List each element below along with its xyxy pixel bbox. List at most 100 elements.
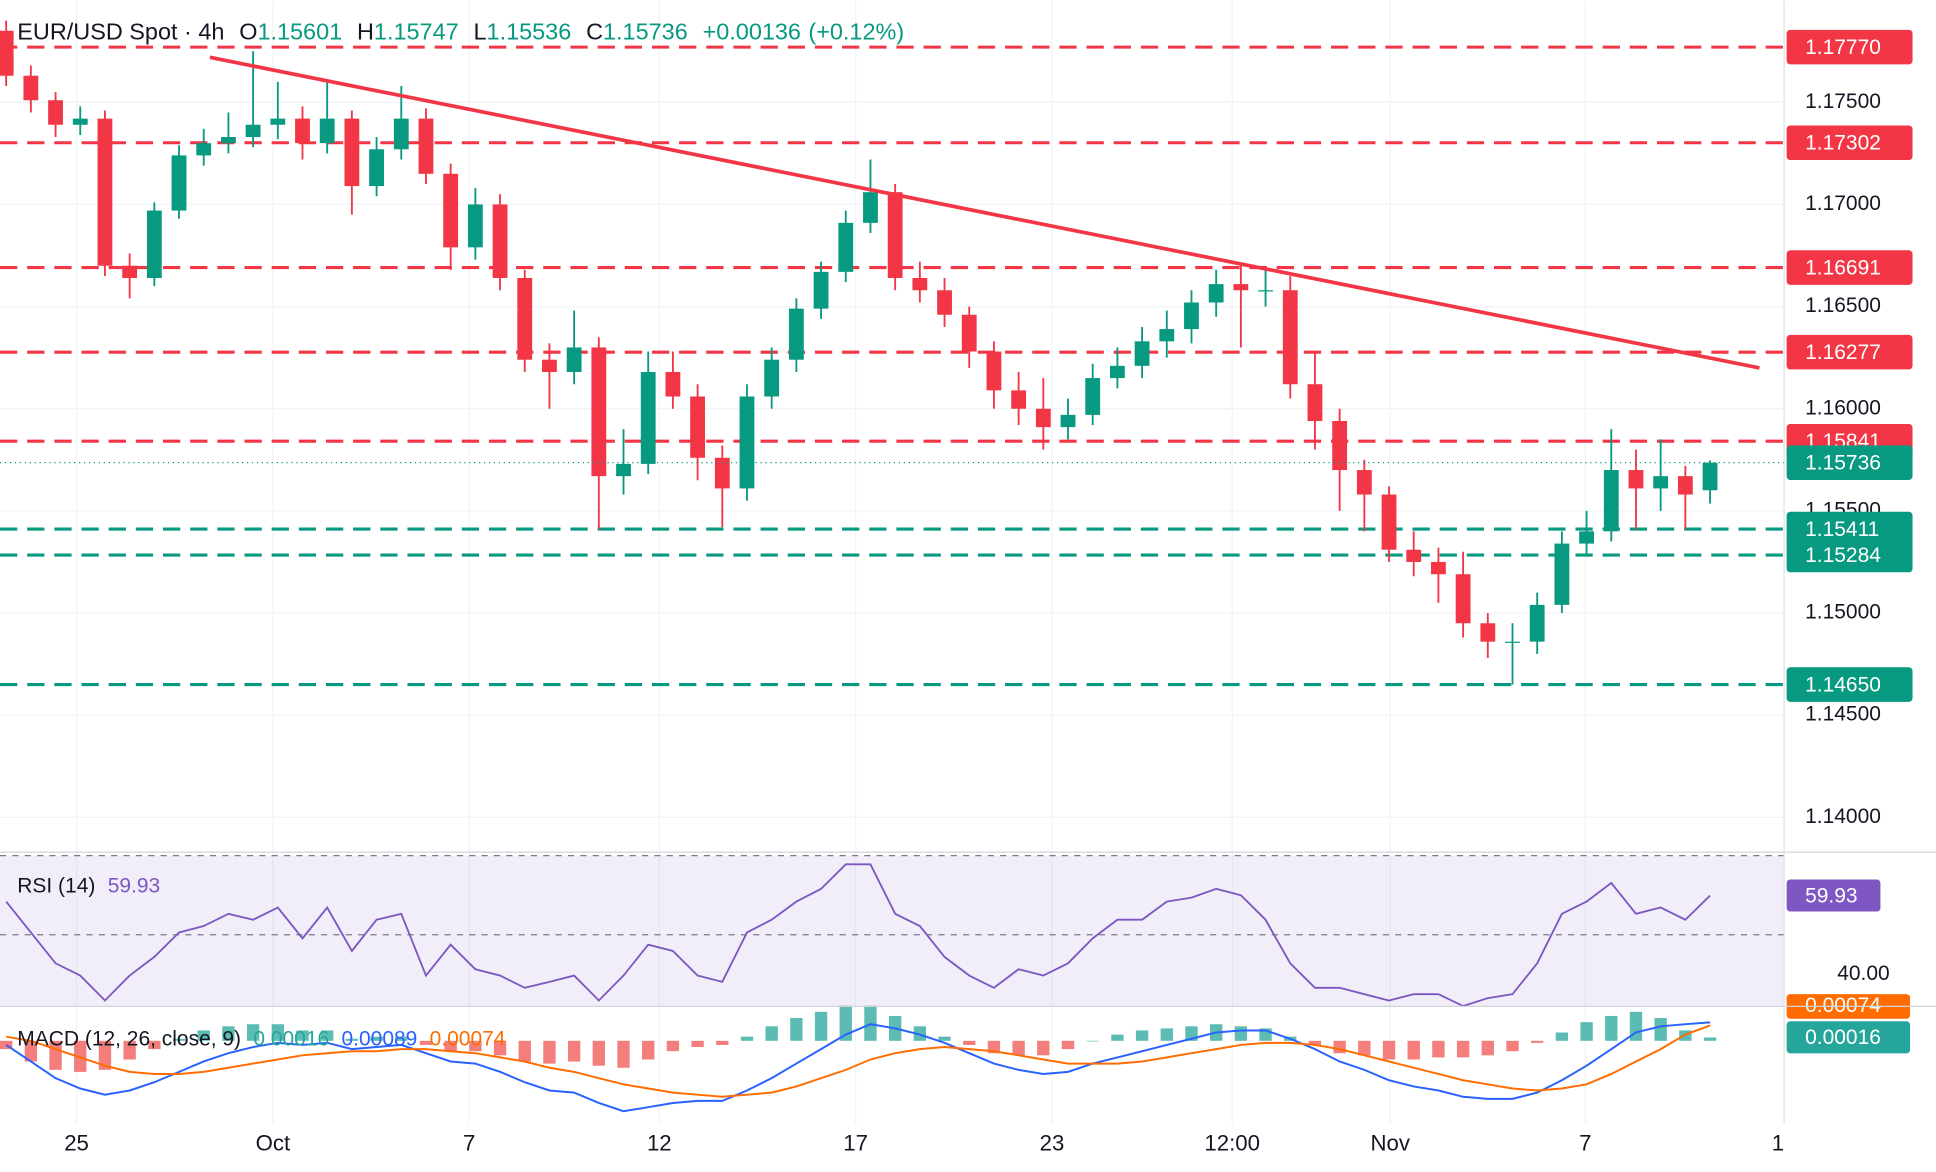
candle-body <box>714 457 730 489</box>
candle-body <box>690 396 706 458</box>
macd-histogram-bar <box>197 1030 210 1041</box>
macd-histogram-bar <box>1358 1040 1371 1056</box>
change: +0.00136 <box>703 19 801 45</box>
candle-body <box>72 118 88 125</box>
level-label: 1.15411 <box>1805 518 1879 541</box>
macd-histogram-bar <box>1407 1040 1420 1060</box>
candle-body <box>369 149 384 187</box>
candle-body <box>270 118 286 125</box>
candle-body <box>1381 494 1397 550</box>
candle-body <box>467 204 483 248</box>
level-label-box <box>1786 125 1913 161</box>
macd-histogram-bar <box>172 1038 186 1041</box>
macd-histogram-bar <box>1531 1040 1544 1043</box>
candle-body <box>1505 641 1520 643</box>
x-axis: 25 Oct 7 12 17 23 12:00 Nov 7 13 <box>64 0 1785 1156</box>
ohlc-value: 1.15601 <box>257 19 342 45</box>
candle-body <box>1332 420 1348 471</box>
candle-body <box>863 192 878 223</box>
candle-body <box>0 30 14 76</box>
macd-line <box>5 1021 1711 1113</box>
x-tick-label: 17 <box>843 1131 868 1156</box>
level-label-box <box>1786 511 1913 547</box>
candle-body <box>616 463 631 477</box>
macd-histogram-bar <box>839 1005 852 1041</box>
candle-body <box>1233 284 1249 291</box>
macd-histogram-bar <box>642 1040 655 1060</box>
level-label: 1.14650 <box>1805 673 1881 696</box>
plot-area: 25 Oct 7 12 17 23 12:00 Nov 7 13 <box>0 0 1785 1156</box>
ohlc-key: C <box>586 19 603 45</box>
macd-title: MACD (12, 26, close, 9) <box>17 1027 241 1050</box>
candle-body <box>838 222 854 272</box>
candle-body <box>1282 290 1298 385</box>
macd-histogram-bar <box>24 1040 38 1062</box>
candle-body <box>986 351 1002 391</box>
macd-histogram-bar <box>716 1040 729 1045</box>
y-tick-label: 40.00 <box>1837 962 1889 985</box>
candle-body <box>1554 543 1570 605</box>
macd-histogram-bar <box>543 1040 556 1064</box>
macd-histogram-bar <box>1432 1040 1445 1058</box>
macd-histogram-bar <box>765 1026 778 1041</box>
candle-body <box>344 118 360 187</box>
candle-body <box>393 118 409 150</box>
candle-body <box>640 371 656 464</box>
macd-histogram-bar <box>691 1040 704 1048</box>
ohlc-key: O <box>239 19 257 45</box>
macd-histogram-bar <box>1160 1028 1173 1041</box>
change-pct: (+0.12%) <box>808 19 904 45</box>
level-label-box <box>1786 250 1913 285</box>
macd-histogram-bar <box>1580 1022 1593 1041</box>
x-tick-label: 7 <box>1579 1131 1591 1156</box>
level-label: 1.17302 <box>1805 132 1881 155</box>
candle-body <box>1085 378 1101 415</box>
macd-histogram-bar <box>1456 1040 1470 1058</box>
level-label: 1.16691 <box>1805 256 1881 279</box>
macd-histogram-bar <box>814 1011 828 1041</box>
macd-histogram-bar <box>370 1036 383 1041</box>
macd-histogram-bar <box>1037 1040 1050 1056</box>
candle-body <box>1431 561 1446 575</box>
macd-histogram-bar <box>271 1024 284 1041</box>
macd-histogram-bar <box>592 1040 605 1066</box>
candle-body <box>517 277 533 360</box>
candle-body <box>1406 549 1422 562</box>
level-label-box <box>1786 667 1913 702</box>
macd-histogram-bar <box>1333 1040 1346 1054</box>
candle-body <box>245 124 261 138</box>
candle-body <box>1480 623 1496 642</box>
x-tick-label: Oct <box>256 1131 291 1156</box>
candle-body <box>788 308 804 360</box>
candle-body <box>739 396 755 489</box>
macd-histogram-bar <box>1061 1040 1075 1050</box>
candle-body <box>961 314 977 352</box>
level-label-box <box>1786 334 1913 370</box>
macd-histogram-bar <box>1506 1040 1519 1052</box>
macd-histogram-bar <box>493 1040 507 1056</box>
candle-body <box>1109 365 1125 379</box>
candle-body <box>1184 302 1199 330</box>
candle-body <box>1258 290 1273 292</box>
candle-body <box>122 265 138 278</box>
candle-body <box>764 359 780 397</box>
macd-histogram-bar <box>1012 1040 1025 1056</box>
candle-body <box>295 118 310 144</box>
x-tick-label: 12 <box>647 1131 672 1156</box>
y-tick-label: 1.14000 <box>1805 805 1881 828</box>
rsi-last-box <box>1786 879 1881 912</box>
rsi-legend: RSI (14) 59.93 <box>17 874 160 897</box>
candle-body <box>1134 341 1150 366</box>
symbol: EUR/USD Spot · 4h <box>17 19 224 45</box>
rsi-band-fill <box>0 855 1785 1007</box>
x-tick-label: Nov <box>1371 1131 1411 1156</box>
macd-histogram-bar <box>1481 1040 1494 1056</box>
ohlc-value: 1.15536 <box>487 19 572 45</box>
rsi-value: 59.93 <box>108 874 160 897</box>
candle-body <box>1208 284 1224 303</box>
macd-legend: MACD (12, 26, close, 9) 0.00016 0.00089 0.0… <box>17 1027 506 1050</box>
trendline <box>209 55 1760 370</box>
candle-body <box>1307 384 1323 421</box>
macd-histogram-bar <box>938 1036 951 1041</box>
